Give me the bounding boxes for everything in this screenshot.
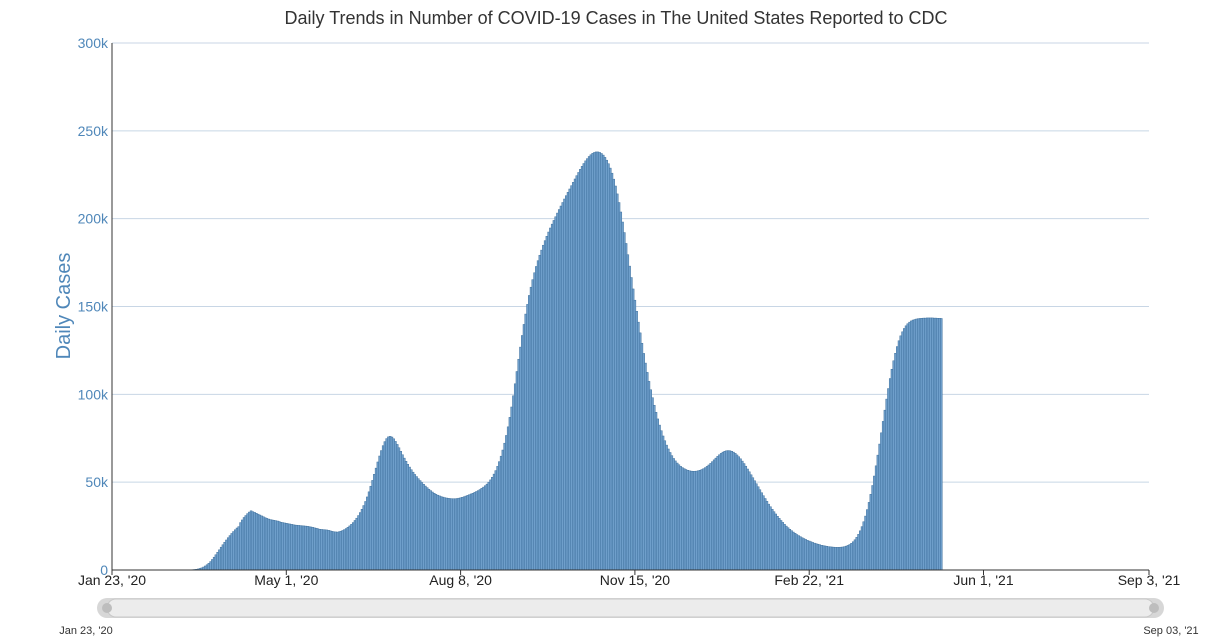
y-tick-label: 250k [78, 123, 109, 139]
y-axis-label: Daily Cases [53, 253, 75, 360]
bar [940, 318, 943, 571]
y-tick-label: 150k [78, 299, 109, 315]
x-tick-label: Jun 1, '21 [953, 572, 1013, 588]
y-tick-label: 100k [78, 386, 109, 402]
y-tick-label: 50k [85, 474, 109, 490]
x-tick-label: May 1, '20 [254, 572, 318, 588]
x-tick-label: Sep 3, '21 [1118, 572, 1181, 588]
x-tick-label: Nov 15, '20 [600, 572, 671, 588]
range-start-label: Jan 23, '20 [59, 625, 112, 637]
y-tick-label: 300k [78, 35, 109, 51]
x-tick-label: Feb 22, '21 [774, 572, 844, 588]
y-tick-label: 200k [78, 211, 109, 227]
range-end-label: Sep 03, '21 [1143, 625, 1198, 637]
x-tick-label: Aug 8, '20 [429, 572, 492, 588]
range-selector[interactable]: Jan 23, '20 Sep 03, '21 [59, 598, 1199, 637]
range-window[interactable] [106, 598, 1155, 618]
axis-layer: 0 50k 100k 150k 200k 250k 300k Jan 23, '20 May 1… [78, 35, 1181, 588]
range-handle-start[interactable] [102, 603, 112, 613]
chart-title: Daily Trends in Number of COVID-19 Cases… [285, 8, 948, 28]
x-tick-label: Jan 23, '20 [78, 572, 146, 588]
range-handle-end[interactable] [1149, 603, 1159, 613]
bars-layer [188, 151, 943, 571]
y-tick-label: 0 [100, 562, 108, 578]
